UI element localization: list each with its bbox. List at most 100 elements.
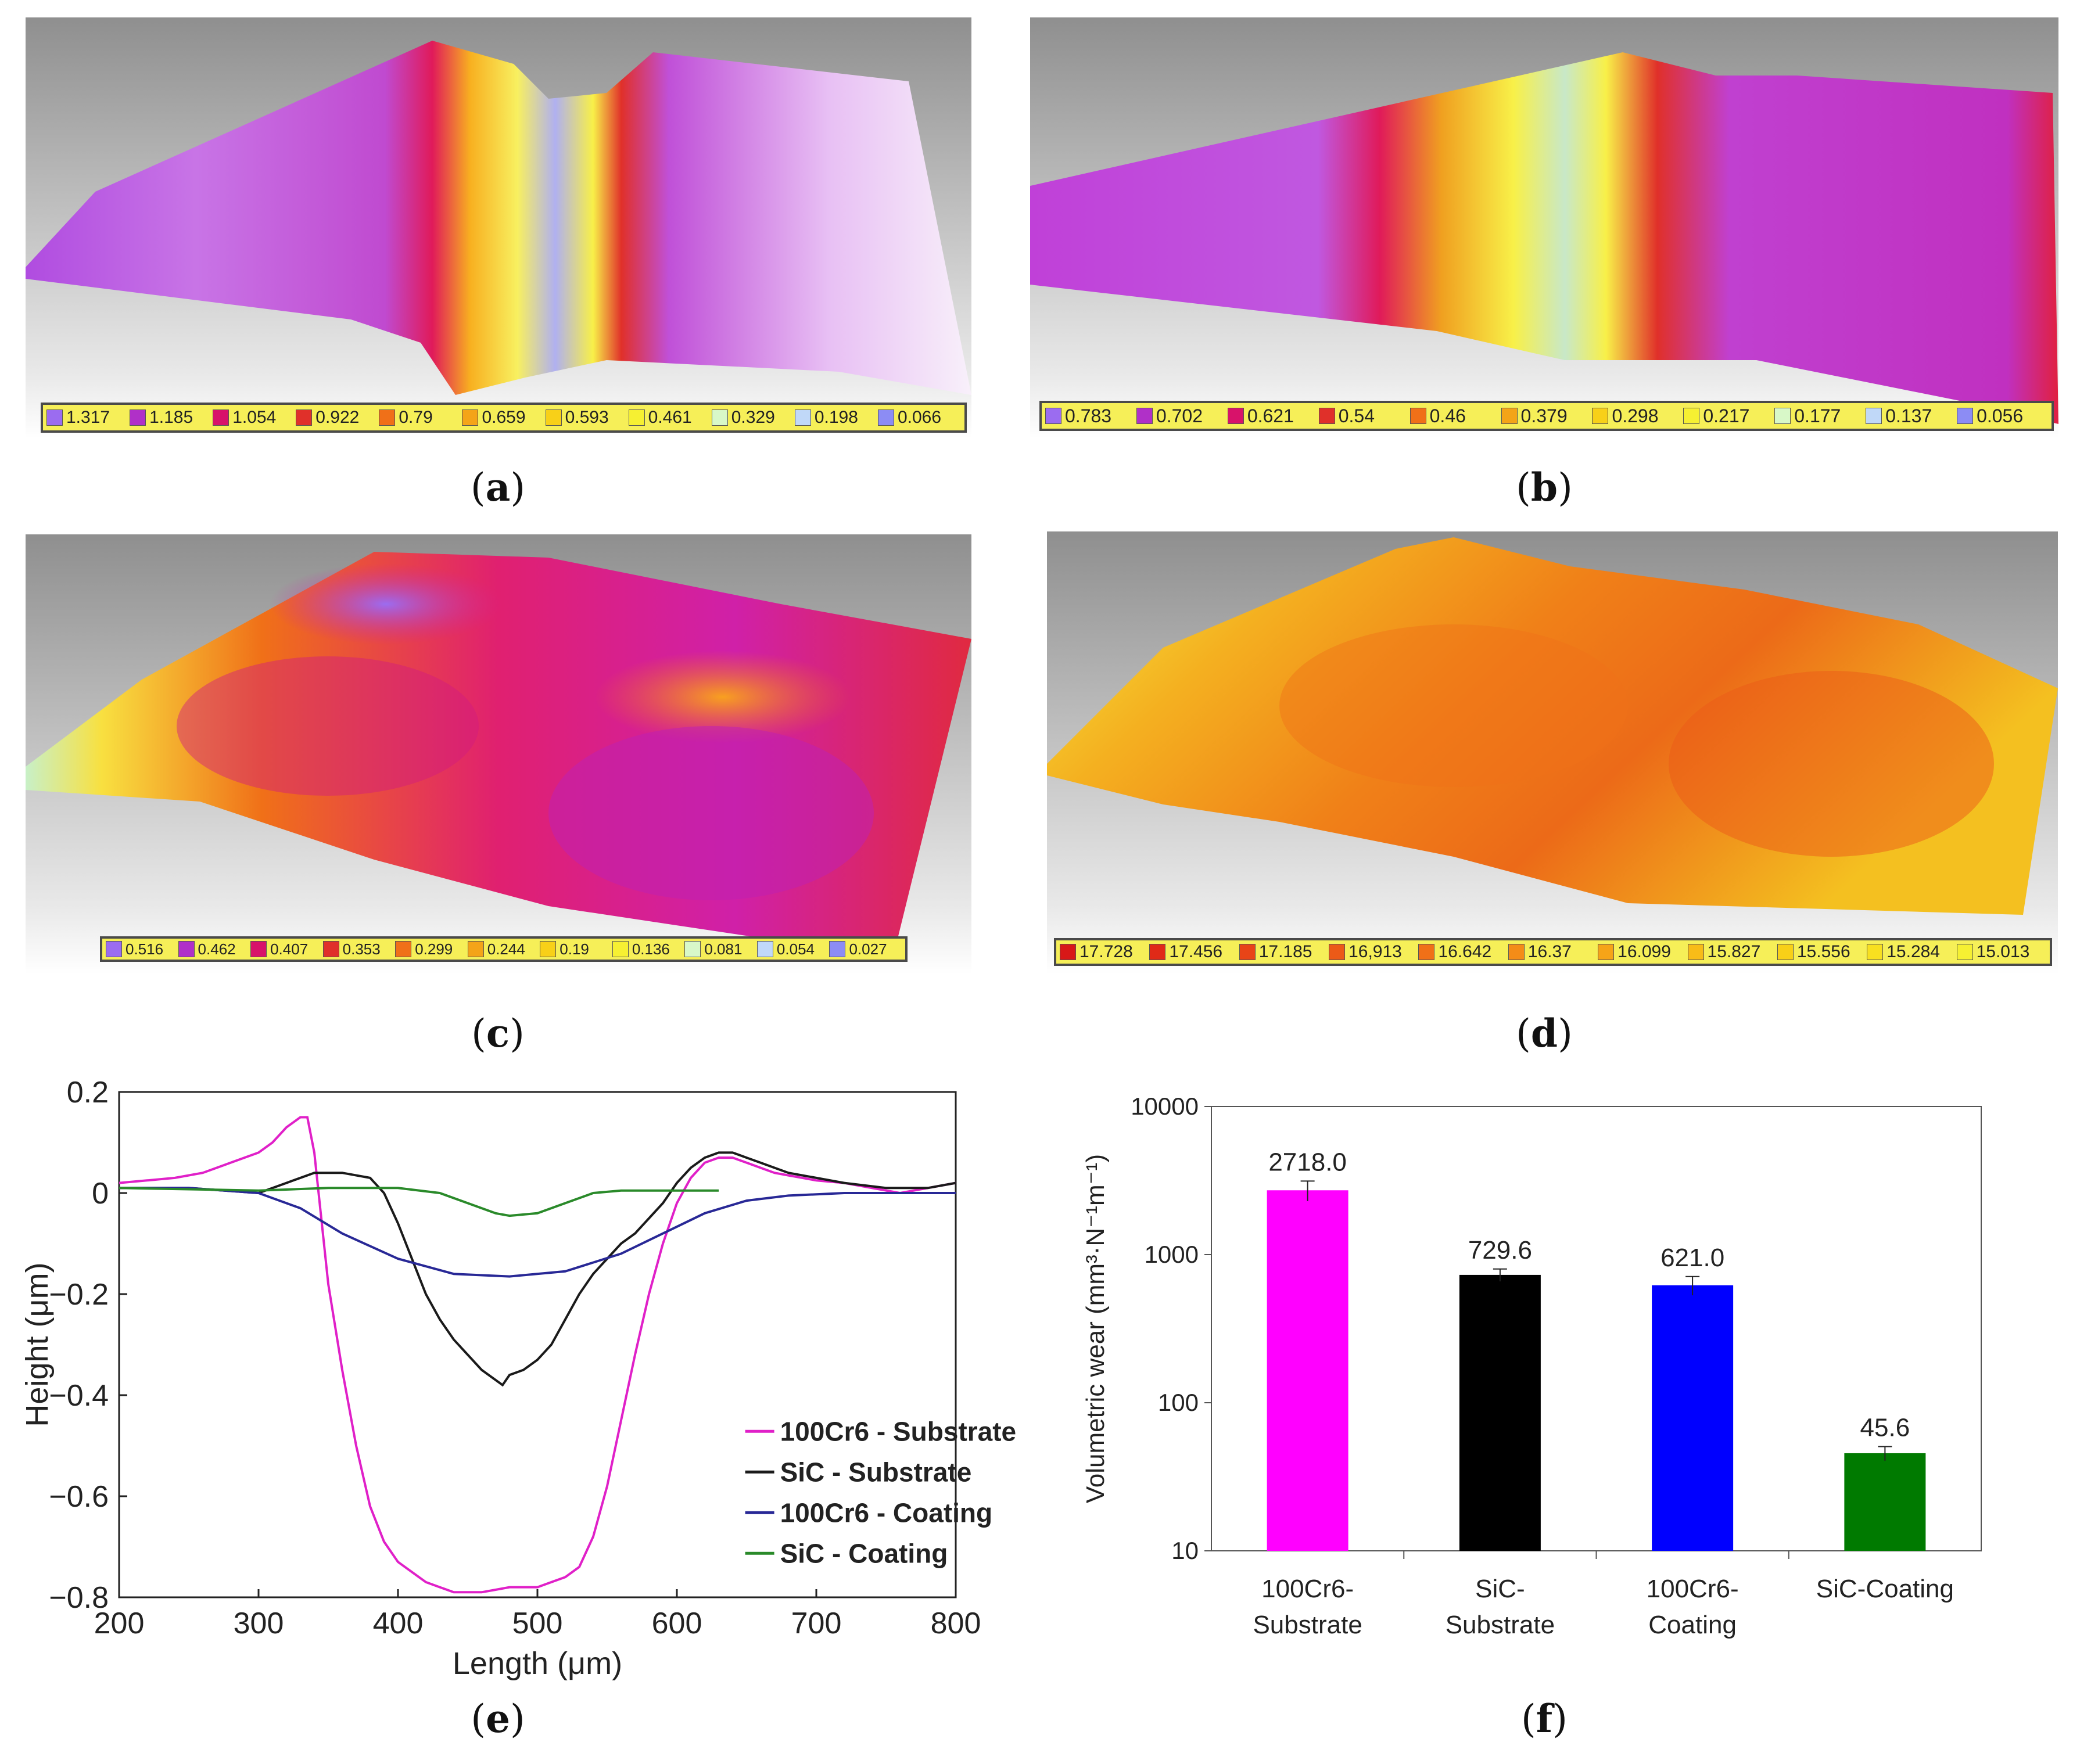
legend-swatch [540, 941, 557, 957]
legend-item: 1.054 [213, 408, 296, 427]
legend-label: 0.298 [1612, 405, 1659, 426]
legend-item: 0.379 [1501, 405, 1593, 427]
legend-item: 0.056 [1957, 405, 2048, 427]
legend-item: 0.783 [1045, 405, 1136, 427]
legend-label: 0.177 [1794, 405, 1841, 426]
legend-item: 0.593 [545, 408, 629, 427]
x-tick-label: 600 [652, 1607, 702, 1640]
legend-swatch [877, 409, 894, 426]
legend-swatch [1592, 408, 1609, 424]
legend-swatch [1956, 944, 1973, 960]
legend-label: 0.407 [270, 940, 309, 958]
legend-swatch [46, 409, 63, 426]
legend-label: 0.081 [704, 940, 743, 958]
legend-label: 0.593 [565, 408, 609, 427]
surface-map-d: 17.728 17.456 17.185 16,913 16.642 16.37 16.09… [1047, 531, 2058, 974]
legend-label: 0.244 [487, 940, 525, 958]
legend-item: 0.461 [628, 408, 712, 427]
bar [1652, 1285, 1734, 1551]
y-tick-label: −0.2 [49, 1278, 109, 1312]
legend-swatch [213, 409, 229, 426]
legend-label: 0.462 [198, 940, 236, 958]
legend-item: 0.46 [1410, 405, 1501, 427]
legend-item: 15.556 [1777, 942, 1867, 962]
legend-swatch [1866, 408, 1882, 424]
x-axis-label: Length (μm) [453, 1646, 622, 1681]
legend-item: 1.185 [130, 408, 213, 427]
legend-item: 0.027 [829, 940, 902, 958]
y-tick-label: 0 [92, 1177, 109, 1210]
legend-label: 0.198 [814, 408, 858, 427]
series-line [119, 1187, 956, 1278]
series-line [119, 1116, 956, 1594]
legend-swatch [1957, 408, 1974, 424]
legend-label: 0.79 [399, 408, 433, 427]
bar [1459, 1274, 1541, 1551]
legend-item: 0.54 [1318, 405, 1410, 427]
legend-entry: 100Cr6 - Substrate [780, 1416, 1017, 1446]
legend-label: 0.659 [482, 408, 526, 427]
legend-a: 1.317 1.185 1.054 0.922 0.79 0.659 0.593 0.461 0… [41, 403, 967, 433]
category-label: Substrate [1253, 1611, 1362, 1639]
surface-render-b [1030, 52, 2058, 424]
y-axis-label: Volumetric wear (mm³·N⁻¹m⁻¹) [1081, 1154, 1110, 1503]
legend-item: 0.516 [106, 940, 178, 958]
legend-item: 0.407 [250, 940, 323, 958]
plot-frame [118, 1091, 957, 1598]
legend-item: 0.79 [379, 408, 462, 427]
legend-label: 0.027 [849, 940, 887, 958]
legend-label: 17.728 [1079, 942, 1133, 961]
legend-item: 0.298 [1592, 405, 1683, 427]
value-label: 2718.0 [1268, 1148, 1347, 1176]
legend-item: 0.136 [612, 940, 685, 958]
legend-item: 16.642 [1418, 942, 1508, 962]
legend-item: 16.099 [1598, 942, 1687, 962]
surface-map-b: 0.783 0.702 0.621 0.54 0.46 0.379 0.298 0.217 0.… [1030, 17, 2058, 439]
legend-swatch [711, 409, 728, 426]
legend-label: 0.19 [560, 940, 589, 958]
legend-d: 17.728 17.456 17.185 16,913 16.642 16.37 16.09… [1054, 938, 2052, 966]
legend-item: 0.702 [1136, 405, 1228, 427]
legend-swatch [395, 941, 412, 957]
legend-label: 0.056 [1977, 405, 2024, 426]
legend-swatch [106, 941, 122, 957]
x-tick-label: 400 [373, 1607, 424, 1640]
legend-b: 0.783 0.702 0.621 0.54 0.46 0.379 0.298 0.217 0.… [1039, 401, 2054, 431]
y-tick-label: −0.6 [49, 1480, 109, 1514]
legend-item: 0.137 [1866, 405, 1957, 427]
legend-item: 0.217 [1683, 405, 1774, 427]
caption-d: (d) [1516, 1011, 1573, 1056]
x-tick-label: 200 [94, 1607, 145, 1640]
legend-label: 16,913 [1348, 942, 1402, 961]
x-tick-label: 300 [234, 1607, 284, 1640]
legend-swatch [628, 409, 645, 426]
legend-item: 0.066 [877, 408, 961, 427]
legend-item: 0.659 [462, 408, 545, 427]
legend-label: 0.054 [776, 940, 815, 958]
legend-item: 0.054 [756, 940, 830, 958]
legend-swatch [612, 941, 629, 957]
legend-swatch [1598, 944, 1615, 960]
legend-entry: SiC - Coating [780, 1538, 948, 1568]
legend-swatch [829, 941, 846, 957]
surface-map-a: 1.317 1.185 1.054 0.922 0.79 0.659 0.593 0.461 0… [26, 17, 971, 439]
legend-label: 16.642 [1438, 942, 1492, 961]
legend-item: 0.19 [540, 940, 612, 958]
legend-swatch [1318, 408, 1335, 424]
bar [1267, 1190, 1348, 1551]
y-tick-label: 10 [1171, 1537, 1199, 1564]
legend-swatch [1418, 944, 1435, 960]
legend-item: 0.922 [296, 408, 379, 427]
volumetric-wear-chart: 10000 1000 100 10 Volumetric wear (mm³·N⁻¹m⁻… [1081, 1093, 1982, 1639]
legend-label: 0.217 [1703, 405, 1750, 426]
legend-swatch [379, 409, 396, 426]
legend-item: 17.185 [1239, 942, 1329, 962]
legend-c: 0.516 0.462 0.407 0.353 0.299 0.244 0.19 0.136 0… [100, 936, 908, 962]
legend-entry: SiC - Substrate [780, 1457, 972, 1487]
legend-entry: 100Cr6 - Coating [780, 1497, 993, 1528]
legend-item: 16.37 [1508, 942, 1598, 962]
legend-swatch [1410, 408, 1426, 424]
legend-item: 0.198 [794, 408, 878, 427]
legend-label: 0.621 [1247, 405, 1294, 426]
surface-render-a [26, 41, 971, 395]
